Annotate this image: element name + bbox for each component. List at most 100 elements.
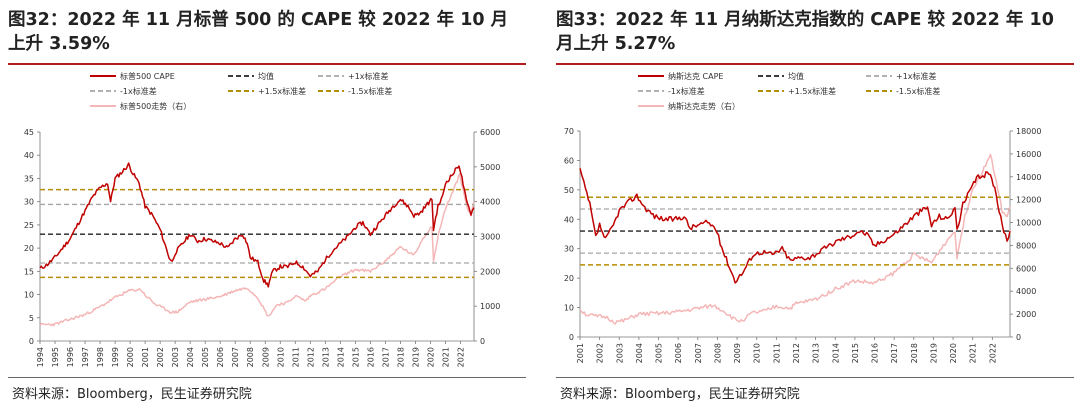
series-index-line — [39, 172, 475, 327]
legend-label: +1x标准差 — [896, 71, 937, 81]
x-tick-label: 2009 — [733, 343, 742, 363]
y-right-tick-label: 6000 — [1016, 264, 1036, 273]
legend-label: -1x标准差 — [668, 86, 705, 96]
x-tick-label: 2021 — [441, 347, 450, 367]
y-left-tick-label: 60 — [564, 156, 574, 165]
x-tick-label: 2008 — [713, 343, 722, 363]
x-tick-label: 2007 — [231, 347, 240, 367]
y-left-tick-label: 0 — [569, 333, 574, 342]
legend-label: 标普500 CAPE — [120, 71, 175, 81]
x-tick-label: 2001 — [576, 343, 585, 363]
x-tick-label: 2021 — [969, 343, 978, 363]
series-cape-line — [39, 162, 475, 288]
legend-label: +1.5x标准差 — [258, 86, 306, 96]
x-tick-label: 1995 — [51, 347, 60, 367]
x-tick-label: 2020 — [426, 347, 435, 367]
title-divider — [8, 63, 526, 65]
x-tick-label: 2007 — [694, 343, 703, 363]
panel-sp500: 图32：2022 年 11 月标普 500 的 CAPE 较 2022 年 10… — [0, 0, 535, 408]
x-tick-label: 2005 — [201, 347, 210, 367]
legend-label: +1x标准差 — [348, 71, 389, 81]
source-note: 资料来源：Bloomberg，民生证券研究院 — [12, 387, 252, 402]
chart-title: 图33：2022 年 11 月纳斯达克指数的 CAPE 较 2022 年 10 … — [556, 10, 1054, 54]
x-tick-label: 1996 — [66, 347, 75, 367]
y-left-tick-label: 20 — [24, 244, 34, 253]
series-cape-line — [579, 168, 1011, 284]
x-tick-label: 2012 — [306, 347, 315, 367]
x-tick-label: 2012 — [792, 343, 801, 363]
x-tick-label: 2018 — [396, 347, 405, 367]
y-left-tick-label: 40 — [564, 215, 574, 224]
y-right-tick-label: 1000 — [480, 302, 500, 311]
x-tick-label: 2006 — [216, 347, 225, 367]
x-tick-label: 2010 — [276, 347, 285, 367]
x-tick-label: 2010 — [753, 343, 762, 363]
source-divider — [556, 377, 1074, 378]
x-tick-label: 2017 — [381, 347, 390, 367]
y-left-tick-label: 50 — [564, 186, 574, 195]
y-right-tick-label: 2000 — [480, 267, 500, 276]
legend-label: -1.5x标准差 — [896, 86, 940, 96]
y-left-tick-label: 15 — [24, 267, 34, 276]
y-left-tick-label: 30 — [24, 198, 34, 207]
x-tick-label: 2011 — [291, 347, 300, 367]
legend-label: 均值 — [258, 71, 274, 81]
y-left-tick-label: 30 — [564, 245, 574, 254]
chart-nasdaq-cape: 纳斯达克 CAPE 均值 +1x标准差 -1x标准差 +1.5x标准差 -1.5x标准差纳… — [564, 71, 1042, 363]
title-divider — [556, 63, 1074, 65]
x-tick-label: 2019 — [929, 343, 938, 363]
x-tick-label: 2016 — [366, 347, 375, 367]
y-right-tick-label: 0 — [1016, 333, 1021, 342]
source-divider — [8, 377, 526, 378]
y-right-tick-label: 4000 — [1016, 287, 1036, 296]
y-left-tick-label: 0 — [29, 337, 34, 346]
x-tick-label: 2015 — [851, 343, 860, 363]
x-tick-label: 1994 — [36, 347, 45, 367]
x-tick-label: 1998 — [96, 347, 105, 367]
x-tick-label: 2002 — [596, 343, 605, 363]
x-tick-label: 2019 — [411, 347, 420, 367]
chart-sp500-cape: 标普500 CAPE 均值 +1x标准差 -1x标准差 +1.5x标准差 -1.5x标准差… — [24, 71, 501, 367]
y-right-tick-label: 18000 — [1016, 127, 1041, 136]
x-tick-label: 2005 — [655, 343, 664, 363]
x-tick-label: 2014 — [831, 343, 840, 363]
y-left-tick-label: 5 — [29, 314, 34, 323]
x-tick-label: 2008 — [246, 347, 255, 367]
x-tick-label: 2000 — [126, 347, 135, 367]
y-left-tick-label: 10 — [24, 291, 34, 300]
x-tick-label: 2016 — [871, 343, 880, 363]
x-tick-label: 2004 — [635, 343, 644, 363]
y-right-tick-label: 0 — [480, 337, 485, 346]
x-tick-label: 2020 — [949, 343, 958, 363]
legend-label: 纳斯达克走势（右） — [668, 101, 740, 111]
x-tick-label: 2004 — [186, 347, 195, 367]
x-tick-label: 1999 — [111, 347, 120, 367]
y-right-tick-label: 3000 — [480, 233, 500, 242]
y-right-tick-label: 8000 — [1016, 241, 1036, 250]
legend-label: -1.5x标准差 — [348, 86, 392, 96]
x-tick-label: 2011 — [772, 343, 781, 363]
y-right-tick-label: 12000 — [1016, 196, 1041, 205]
y-right-tick-label: 5000 — [480, 163, 500, 172]
legend-label: 均值 — [788, 71, 804, 81]
y-right-tick-label: 16000 — [1016, 150, 1041, 159]
source-note: 资料来源：Bloomberg，民生证券研究院 — [560, 387, 800, 402]
x-tick-label: 2003 — [615, 343, 624, 363]
y-left-tick-label: 40 — [24, 151, 34, 160]
y-right-tick-label: 10000 — [1016, 219, 1041, 228]
x-tick-label: 2001 — [141, 347, 150, 367]
x-tick-label: 2014 — [336, 347, 345, 367]
y-right-tick-label: 4000 — [480, 198, 500, 207]
y-left-tick-label: 25 — [24, 221, 34, 230]
panel-nasdaq: 图33：2022 年 11 月纳斯达克指数的 CAPE 较 2022 年 10 … — [548, 0, 1080, 408]
x-tick-label: 2022 — [456, 347, 465, 367]
x-tick-label: 1997 — [81, 347, 90, 367]
y-right-tick-label: 2000 — [1016, 310, 1036, 319]
legend-label: 标普500走势（右） — [120, 101, 191, 111]
y-left-tick-label: 45 — [24, 128, 34, 137]
x-tick-label: 2013 — [812, 343, 821, 363]
y-left-tick-label: 70 — [564, 127, 574, 136]
x-tick-label: 2017 — [890, 343, 899, 363]
x-tick-label: 2006 — [674, 343, 683, 363]
x-tick-label: 2018 — [910, 343, 919, 363]
